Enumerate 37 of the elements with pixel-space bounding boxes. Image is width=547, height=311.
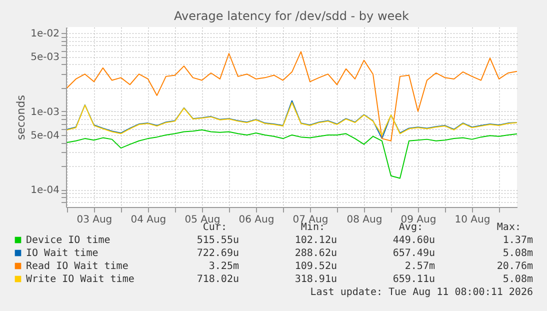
- legend-label: Device IO time: [26, 235, 110, 246]
- text: 515.55u: [196, 235, 239, 246]
- y-tick-label: 5e-03: [30, 52, 60, 64]
- text: 3.25m: [208, 261, 239, 272]
- text: 288.62u: [294, 248, 337, 259]
- text: Max:: [496, 222, 521, 233]
- text: 109.52u: [294, 261, 337, 272]
- chart-title: Average latency for /dev/sdd - by week: [174, 9, 410, 23]
- line-series: [66, 51, 518, 142]
- text: 102.12u: [294, 235, 337, 246]
- line-series: [66, 129, 518, 179]
- text: 449.60u: [392, 235, 435, 246]
- text: 657.49u: [392, 248, 435, 259]
- x-tick-label: 08 Aug: [346, 214, 382, 226]
- y-tick-label: 1e-03: [30, 106, 60, 118]
- y-tick-label: 1e-02: [30, 28, 60, 40]
- text: 718.02u: [196, 274, 239, 285]
- text: Last update: Tue Aug 11 08:00:11 2026: [310, 287, 533, 298]
- x-tick-label: 10 Aug: [454, 214, 490, 226]
- text: 5.08m: [502, 248, 533, 259]
- x-tick-label: 04 Aug: [130, 214, 166, 226]
- x-tick-label: 06 Aug: [238, 214, 274, 226]
- y-tick-label: 1e-04: [30, 185, 60, 196]
- legend-label: Write IO Wait time: [26, 274, 134, 285]
- x-tick-label: 03 Aug: [76, 214, 112, 226]
- text: Avg:: [398, 222, 423, 233]
- text: 318.91u: [294, 274, 337, 285]
- legend-label: IO Wait time: [26, 248, 98, 259]
- text: 5.08m: [502, 274, 533, 285]
- text: 20.76m: [496, 261, 533, 272]
- text: 1.37m: [502, 235, 533, 246]
- text: 659.11u: [392, 274, 435, 285]
- text: 2.57m: [404, 261, 435, 272]
- text: 722.69u: [196, 248, 239, 259]
- y-axis-title: seconds: [14, 94, 28, 140]
- legend-label: Read IO Wait time: [26, 261, 128, 272]
- y-tick-label: 5e-04: [30, 130, 60, 142]
